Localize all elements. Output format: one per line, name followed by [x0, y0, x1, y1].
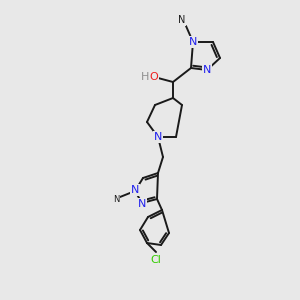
Text: Cl: Cl — [151, 255, 161, 265]
Text: N: N — [138, 199, 146, 209]
Text: N: N — [178, 15, 186, 25]
Text: H: H — [141, 72, 149, 82]
Text: N: N — [113, 196, 119, 205]
Text: O: O — [150, 72, 158, 82]
Text: N: N — [131, 185, 139, 195]
Text: N: N — [203, 65, 211, 75]
Text: N: N — [154, 132, 162, 142]
Text: N: N — [189, 37, 197, 47]
